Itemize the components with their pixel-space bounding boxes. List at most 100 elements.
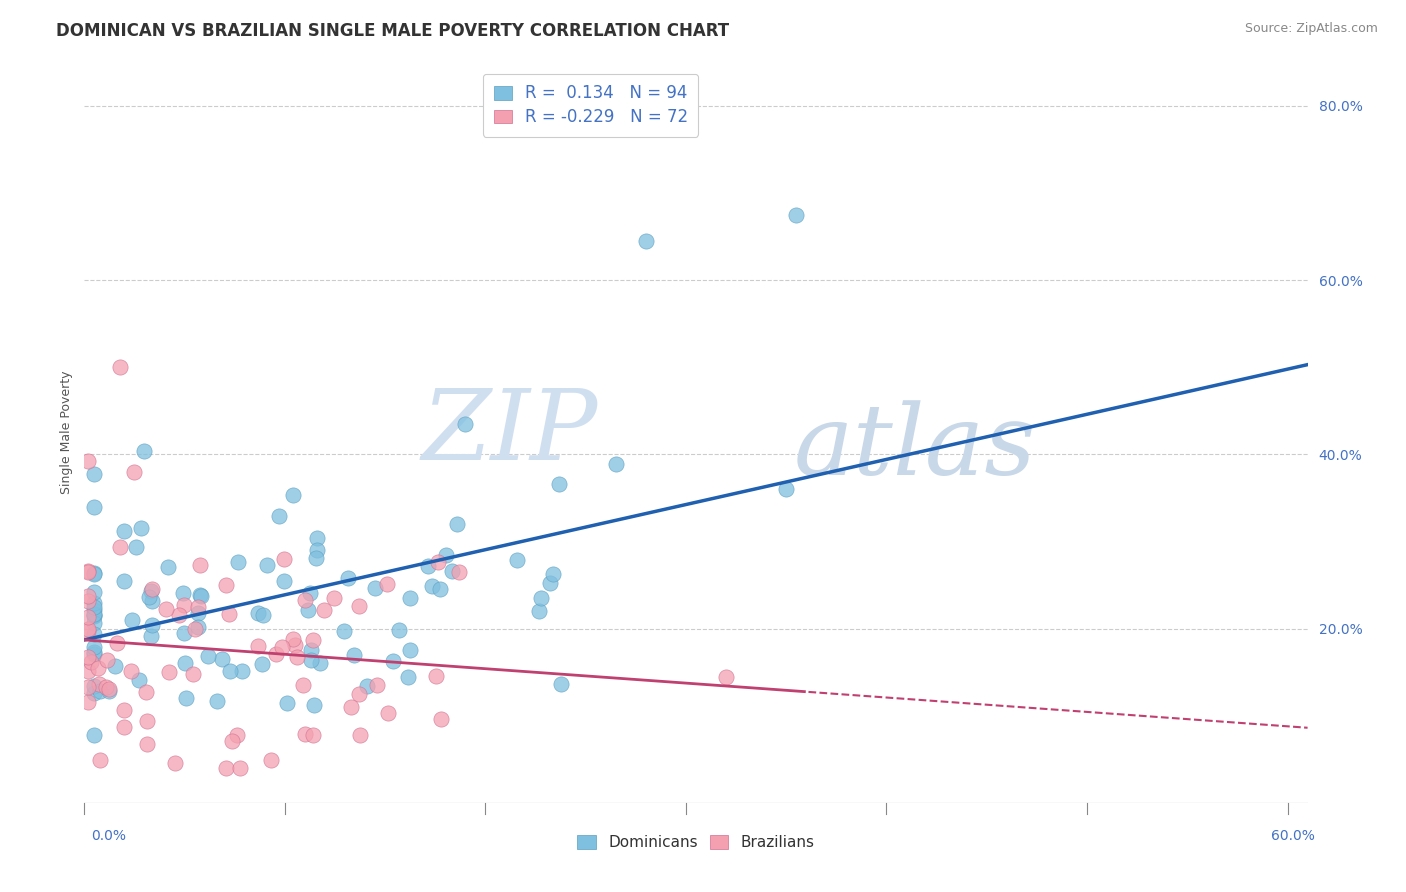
Point [323,591,346,605]
Point [221,734,243,748]
Point [298,586,321,600]
Text: atlas: atlas [794,400,1036,495]
Point [112,574,135,588]
Point [226,728,249,742]
Point [398,643,420,657]
Point [77,624,100,639]
Point [211,652,233,666]
Point [342,648,364,663]
Point [173,656,195,670]
Point [785,208,807,222]
Point [83,599,105,614]
Point [83,467,105,481]
Point [446,516,468,531]
Point [550,677,572,691]
Point [714,669,737,683]
Point [188,558,211,573]
Point [314,603,336,617]
Point [83,679,105,693]
Point [157,665,180,680]
Point [124,465,146,479]
Point [134,444,156,458]
Point [541,566,564,581]
Point [375,576,398,591]
Point [187,620,209,634]
Point [356,679,378,693]
Point [83,627,105,641]
Point [294,727,316,741]
Point [135,714,157,728]
Point [309,656,332,670]
Text: ZIP: ZIP [422,385,598,480]
Point [396,669,419,683]
Point [299,642,322,657]
Point [83,644,105,658]
Point [120,664,142,678]
Point [440,564,463,578]
Point [167,607,190,622]
Point [197,648,219,663]
Legend: Dominicans, Brazilians: Dominicans, Brazilians [569,828,823,858]
Point [83,596,105,610]
Point [377,706,399,720]
Point [141,617,163,632]
Point [231,664,253,678]
Point [83,640,105,655]
Point [121,613,143,627]
Point [447,565,470,579]
Point [83,609,105,624]
Point [155,602,177,616]
Point [429,582,451,597]
Point [104,659,127,673]
Point [425,668,447,682]
Point [188,588,211,602]
Point [77,610,100,624]
Point [141,583,163,598]
Point [80,655,103,669]
Point [83,567,105,582]
Point [165,756,187,770]
Point [77,680,100,694]
Point [547,476,569,491]
Point [418,558,440,573]
Point [83,686,105,700]
Point [183,667,205,681]
Point [77,695,100,709]
Point [98,684,121,698]
Text: Source: ZipAtlas.com: Source: ZipAtlas.com [1244,22,1378,36]
Point [381,654,404,668]
Point [305,551,328,566]
Point [83,585,105,599]
Point [83,728,105,742]
Point [77,589,100,603]
Point [264,647,287,661]
Point [83,566,105,580]
Point [83,615,105,630]
Point [77,594,100,608]
Point [301,728,323,742]
Point [135,685,157,699]
Point [347,599,370,613]
Point [86,661,108,675]
Point [247,606,270,620]
Point [256,558,278,572]
Point [299,653,322,667]
Point [89,684,111,698]
Point [634,234,657,248]
Point [252,608,274,623]
Point [129,520,152,534]
Point [173,626,195,640]
Point [294,593,316,607]
Point [605,457,627,471]
Point [215,761,238,775]
Point [307,531,329,545]
Text: 0.0%: 0.0% [91,829,127,843]
Point [281,632,304,646]
Point [307,543,329,558]
Point [775,482,797,496]
Point [77,664,100,678]
Point [454,417,477,431]
Point [530,591,553,606]
Point [340,700,363,714]
Point [434,549,457,563]
